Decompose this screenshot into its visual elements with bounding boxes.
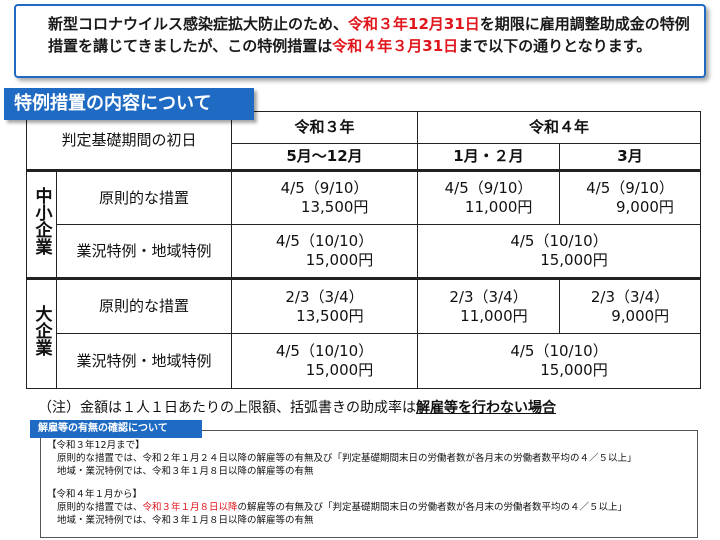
table-cell: 2/3（3/4） 13,500円: [231, 277, 419, 334]
intro-deadline-1: 令和３年12月31日: [348, 15, 480, 33]
header-march: 3月: [559, 143, 702, 171]
period1-line2: 地域・業況特例では、令和３年１月８日以降の解雇等の有無: [57, 466, 314, 477]
category-large: 大企業: [26, 277, 57, 389]
header-jan-feb: 1月・２月: [417, 143, 561, 171]
table-cell: 4/5（10/10） 15,000円: [231, 224, 419, 279]
table-cell: 2/3（3/4） 9,000円: [559, 277, 702, 334]
footnote-text: （注）金額は１人１日あたりの上限額、括弧書きの助成率は: [38, 400, 416, 416]
dismissal-check-title: 解雇等の有無の確認について: [30, 420, 202, 438]
footnote: （注）金額は１人１日あたりの上限額、括弧書きの助成率は解雇等を行わない場合: [38, 397, 556, 417]
table-cell: 4/5（10/10） 15,000円: [417, 224, 702, 279]
table-cell: 2/3（3/4） 11,000円: [417, 277, 561, 334]
period2-line2: 地域・業況特例では、令和３年１月８日以降の解雇等の有無: [57, 515, 314, 526]
period2-date-highlight: 令和３年１月８日以降: [142, 502, 238, 513]
header-reiwa4: 令和４年: [417, 111, 702, 144]
intro-text-2: を期限に雇用調整助成金の特例措置を講じてきましたが、この特例措置は: [48, 15, 690, 55]
row-label-principle: 原則的な措置: [55, 169, 233, 225]
table-cell: 4/5（9/10） 9,000円: [559, 169, 702, 225]
period2-heading: 【令和４年１月から】: [47, 489, 143, 500]
period2-line1: 原則的な措置では、令和３年１月８日以降の解雇等の有無及び「判定基礎期間末日の労働…: [57, 502, 628, 513]
row-label-special: 業況特例・地域特例: [55, 224, 233, 279]
section-title: 特例措置の内容について: [4, 88, 254, 120]
row-label-principle: 原則的な措置: [55, 277, 233, 334]
table-corner-header: 判定基礎期間の初日: [25, 111, 233, 171]
category-sme: 中小企業: [26, 169, 57, 279]
header-may-dec: 5月～12月: [231, 143, 419, 171]
row-label-special: 業況特例・地域特例: [55, 333, 233, 389]
intro-notice-box: 新型コロナウイルス感染症拡大防止のため、令和３年12月31日を期限に雇用調整助成…: [14, 4, 706, 78]
header-reiwa3: 令和３年: [231, 111, 419, 144]
table-cell: 4/5（9/10） 13,500円: [231, 169, 419, 225]
intro-deadline-2: 令和４年３月31日: [332, 37, 459, 55]
table-cell: 4/5（10/10） 15,000円: [417, 333, 702, 389]
special-measures-table: 判定基礎期間の初日 令和３年 令和４年 5月～12月 1月・２月 3月 中小企業…: [25, 111, 702, 389]
period1-line1: 原則的な措置では、令和２年１月２４日以降の解雇等の有無及び「判定基礎期間末日の労…: [57, 453, 637, 464]
footnote-emphasis: 解雇等を行わない場合: [416, 400, 556, 416]
table-cell: 4/5（9/10） 11,000円: [417, 169, 561, 225]
dismissal-check-box: 【令和３年12月まで】 原則的な措置では、令和２年１月２４日以降の解雇等の有無及…: [40, 430, 698, 538]
intro-text-1: 新型コロナウイルス感染症拡大防止のため、: [48, 15, 349, 33]
table-cell: 4/5（10/10） 15,000円: [231, 333, 419, 389]
intro-text-3: まで以下の通りとなります。: [458, 37, 652, 55]
period1-heading: 【令和３年12月まで】: [47, 440, 145, 451]
